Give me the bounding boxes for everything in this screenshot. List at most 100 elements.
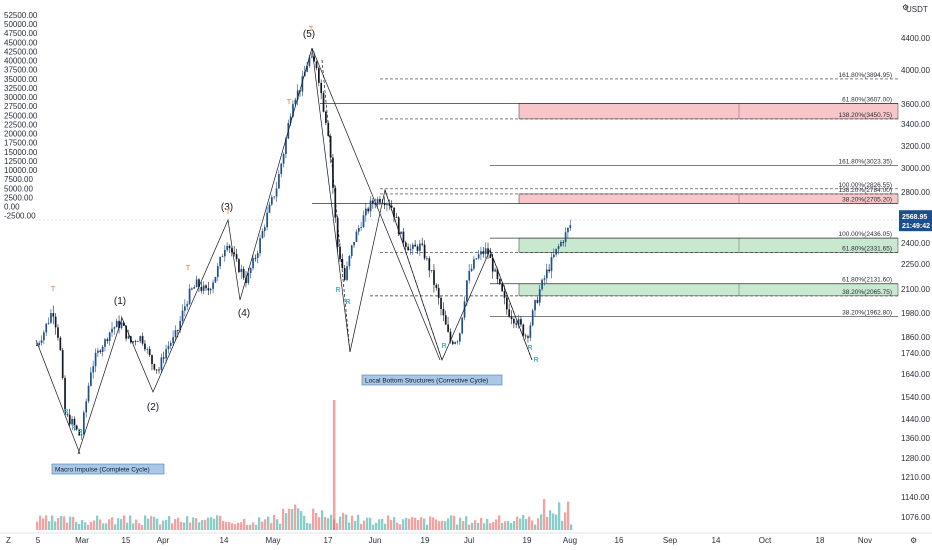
volume-bar — [492, 521, 495, 530]
candle-body — [553, 254, 555, 258]
candle-body — [332, 157, 334, 188]
candle-body — [527, 336, 529, 338]
volume-bar — [246, 524, 249, 530]
x-axis-label: 19 — [523, 536, 532, 545]
volume-bar — [363, 520, 366, 530]
candle-body — [212, 282, 214, 289]
candle-body — [306, 65, 308, 72]
wave-line-dashed — [321, 59, 351, 353]
candle-body — [111, 328, 113, 333]
candle-body — [226, 245, 229, 251]
volume-bar — [150, 516, 153, 530]
left-axis-label: 25000.00 — [4, 111, 38, 120]
right-axis-label: 1980.00 — [901, 309, 930, 318]
candle-body — [426, 258, 428, 260]
candle-body — [214, 276, 217, 283]
reversal-marker: R — [335, 287, 340, 294]
volume-bar — [93, 520, 96, 530]
fib-label: 38.20%(1962.80) — [842, 309, 892, 316]
volume-bar — [534, 524, 537, 530]
candle-body — [216, 266, 219, 277]
volume-bar — [102, 523, 105, 530]
candle-body — [155, 369, 158, 371]
volume-bar — [345, 514, 348, 530]
volume-bar — [165, 519, 168, 530]
candle-body — [433, 270, 435, 285]
candle-body — [444, 315, 447, 325]
fib-label: 161.80%(3023.35) — [839, 158, 893, 165]
candle-body — [393, 207, 395, 218]
volume-bar — [111, 517, 114, 530]
candle-body — [59, 337, 62, 351]
candle-body — [414, 244, 417, 247]
candle-body — [412, 244, 414, 249]
candle-body — [466, 280, 468, 302]
volume-bar — [72, 516, 75, 530]
candle-body — [508, 309, 511, 317]
candle-body — [266, 212, 268, 228]
volume-bar — [51, 515, 54, 530]
volume-bar — [204, 520, 207, 530]
volume-bar — [432, 517, 435, 530]
candle-body — [92, 366, 95, 373]
left-axis-label: 42500.00 — [4, 47, 38, 56]
right-axis-label: 1640.00 — [901, 370, 930, 379]
volume-bar — [309, 523, 312, 530]
volume-bar — [327, 518, 330, 530]
volume-bar — [180, 521, 183, 530]
volume-bar — [495, 519, 498, 530]
candle-body — [97, 350, 99, 353]
candles — [36, 51, 572, 440]
wave-label: (1) — [114, 296, 126, 307]
candle-body — [372, 200, 374, 204]
volume-bar — [549, 510, 552, 530]
volume-bar — [396, 522, 399, 530]
volume-bar — [174, 518, 177, 530]
right-axis-label: 2100.00 — [901, 285, 930, 294]
volume-bar — [357, 514, 360, 530]
volume-bar — [228, 522, 231, 530]
volume-bar — [522, 515, 525, 530]
candle-body — [247, 273, 250, 283]
candle-body — [224, 250, 226, 257]
volume-bar — [132, 523, 135, 530]
volume-bar — [321, 510, 324, 530]
volume-bar — [438, 521, 441, 530]
volume-bar — [60, 516, 63, 530]
volume-bar — [555, 514, 558, 530]
currency-label: USDT — [906, 5, 928, 14]
volume-bar — [504, 521, 507, 530]
candle-body — [369, 200, 372, 212]
wave-line — [35, 339, 81, 455]
candle-body — [75, 425, 78, 430]
candle-body — [480, 251, 482, 255]
candle-body — [341, 259, 344, 269]
candle-body — [353, 241, 355, 246]
candle-body — [127, 336, 130, 339]
volume-bar — [315, 512, 318, 530]
volume-bar — [399, 524, 402, 530]
fib-label: 100.00%(2436.05) — [839, 231, 893, 238]
volume-bar — [279, 523, 282, 530]
candle-body — [320, 82, 323, 94]
fib-label: 61.80%(3607.00) — [842, 96, 892, 103]
volume-bar — [288, 508, 291, 530]
volume-bar — [471, 522, 474, 530]
left-axis-label: 52500.00 — [4, 11, 38, 20]
candle-body — [510, 316, 513, 319]
candle-body — [451, 341, 454, 344]
volume-bar — [468, 524, 471, 530]
candle-body — [484, 248, 487, 254]
volume-bar — [186, 516, 189, 530]
volume-bar — [39, 515, 42, 530]
wave-lines — [35, 47, 533, 455]
volume-bar — [372, 524, 375, 530]
candle-body — [50, 313, 52, 323]
candle-body — [343, 268, 346, 280]
candle-body — [249, 268, 252, 274]
volume-bar — [405, 517, 408, 530]
candle-body — [440, 297, 442, 309]
reversal-marker: R — [77, 429, 82, 436]
macro-annotation: Macro Impulse (Complete Cycle) — [55, 467, 150, 474]
